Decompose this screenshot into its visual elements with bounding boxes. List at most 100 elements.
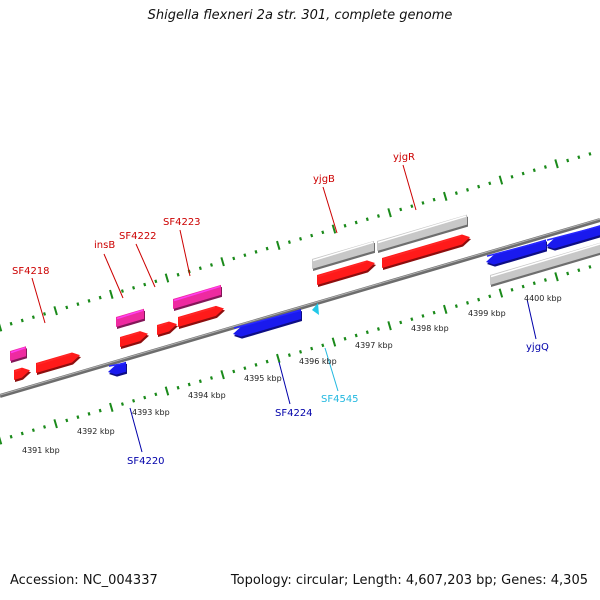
gene-label[interactable]: yjgR	[393, 152, 415, 163]
gene-highlight	[14, 368, 22, 373]
bottom-tick	[343, 336, 347, 341]
forward-gene-arrow[interactable]	[382, 234, 470, 268]
label-leader-line	[135, 243, 156, 288]
gene-label[interactable]: SF4224	[275, 408, 313, 419]
scale-label: 4398 kbp	[411, 324, 449, 333]
top-tick	[176, 272, 180, 277]
scale-label: 4392 kbp	[77, 427, 115, 436]
bottom-tick	[387, 321, 392, 331]
label-leader-line	[129, 407, 143, 453]
genome-title: Shigella flexneri 2a str. 301, complete …	[147, 8, 453, 23]
scale-label: 4394 kbp	[188, 391, 226, 400]
reverse-gene-arrow[interactable]	[546, 223, 600, 249]
scale-label: 4391 kbp	[22, 446, 60, 455]
bottom-tick	[588, 265, 592, 269]
insertion-element-arrow[interactable]	[116, 308, 144, 327]
top-tick	[299, 236, 303, 241]
top-tick	[588, 152, 592, 156]
pseudo-gene-arrow[interactable]	[490, 241, 600, 285]
top-tick	[399, 207, 403, 212]
bottom-tick	[143, 395, 147, 400]
top-tick	[543, 165, 547, 169]
scale-label: 4393 kbp	[132, 408, 170, 417]
bottom-tick	[243, 366, 247, 371]
scale-labels: 4391 kbp 4392 kbp 4393 kbp 4394 kbp 4395 kbp…	[22, 294, 562, 455]
top-tick	[65, 305, 69, 310]
gene-label[interactable]: SF4222	[119, 231, 157, 242]
top-tick	[331, 224, 337, 234]
gene-label[interactable]: SF4220	[127, 456, 165, 467]
top-tick	[354, 220, 358, 225]
small-feature-marker[interactable]	[312, 303, 319, 315]
top-tick-row	[0, 152, 592, 332]
gene-label[interactable]: yjgB	[313, 174, 335, 185]
forward-gene-arrow[interactable]	[178, 305, 224, 327]
bottom-tick	[376, 327, 380, 331]
bottom-tick	[232, 369, 236, 374]
bottom-tick	[9, 434, 13, 439]
top-tick	[577, 155, 581, 160]
pseudo-gene-arrow[interactable]	[312, 240, 374, 269]
top-tick	[132, 285, 136, 290]
bottom-tick	[98, 408, 102, 413]
forward-gene-arrow[interactable]	[36, 352, 80, 373]
bottom-tick	[331, 337, 337, 347]
top-tick	[287, 240, 291, 244]
label-leader-line	[402, 164, 417, 211]
pseudo-gene-arrow[interactable]	[377, 214, 467, 251]
bottom-tick	[132, 398, 136, 403]
top-tick	[198, 266, 202, 271]
label-leader-line	[103, 253, 124, 299]
bottom-tick	[209, 376, 213, 380]
top-tick	[532, 168, 536, 173]
bottom-tick	[265, 359, 269, 364]
bottom-tick	[566, 271, 570, 276]
top-tick	[0, 323, 3, 332]
bottom-tick	[43, 425, 47, 429]
gene-highlight	[36, 353, 72, 366]
bottom-tick	[299, 349, 303, 354]
bottom-tick	[53, 419, 58, 429]
top-tick	[209, 263, 213, 267]
top-tick	[53, 306, 58, 316]
gene-highlight	[157, 322, 169, 328]
bottom-tick	[488, 294, 492, 299]
gene-label[interactable]: insB	[94, 240, 115, 251]
gene-highlight	[120, 331, 140, 340]
top-tick	[510, 174, 514, 179]
insertion-element-arrow[interactable]	[173, 284, 221, 309]
scale-label: 4395 kbp	[244, 374, 282, 383]
genome-backbone-highlight	[0, 218, 600, 396]
bottom-tick	[198, 379, 202, 384]
top-tick	[164, 273, 170, 283]
forward-gene-arrow[interactable]	[317, 260, 375, 285]
bottom-tick	[20, 431, 24, 436]
bottom-tick	[164, 386, 170, 396]
top-tick	[421, 201, 425, 205]
top-tick	[243, 253, 247, 258]
top-tick	[232, 256, 236, 261]
bottom-tick	[443, 304, 448, 314]
forward-gene-arrow[interactable]	[120, 331, 148, 347]
top-tick	[521, 171, 525, 176]
gene-label[interactable]: SF4218	[12, 266, 50, 277]
top-tick	[310, 233, 314, 238]
bottom-tick	[154, 392, 158, 397]
gene-highlight	[10, 347, 26, 354]
gene-highlight	[382, 235, 462, 261]
reverse-gene-arrow[interactable]	[108, 361, 126, 375]
label-leader-line	[179, 229, 191, 277]
reverse-gene-arrow[interactable]	[486, 239, 546, 265]
gene-label[interactable]: yjgQ	[526, 342, 549, 353]
gene-highlight	[312, 241, 374, 262]
reverse-gene-arrow[interactable]	[233, 309, 301, 337]
insertion-element-arrow[interactable]	[10, 346, 26, 361]
gene-features[interactable]	[10, 214, 600, 382]
gene-label[interactable]: SF4545	[321, 394, 359, 405]
gene-label[interactable]: SF4223	[163, 217, 201, 228]
top-tick	[554, 159, 559, 169]
top-tick	[321, 230, 325, 235]
bottom-tick	[276, 353, 281, 363]
label-leaders	[31, 164, 537, 453]
